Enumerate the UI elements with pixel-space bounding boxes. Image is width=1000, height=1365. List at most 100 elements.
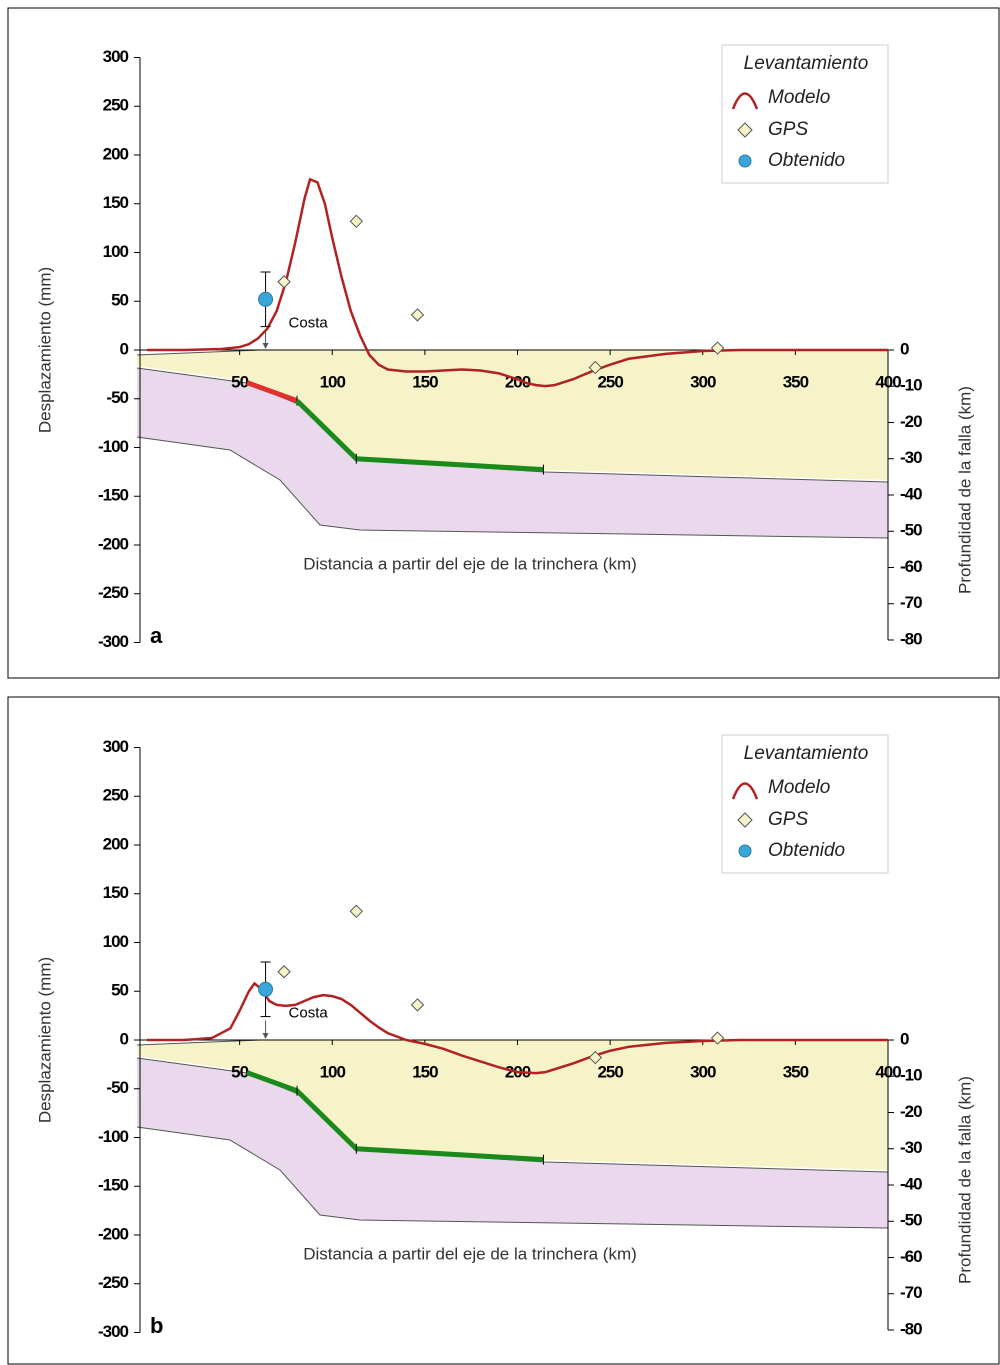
y2-tick-label: -10 (900, 1066, 922, 1085)
x-tick-label: 400 (875, 372, 901, 391)
y2-tick-label: -40 (900, 484, 922, 503)
upper-plate (137, 1040, 888, 1170)
slab-bottom (136, 1126, 889, 1229)
y-tick-label: -250 (98, 1273, 129, 1292)
fault-segment (246, 380, 298, 404)
coast-label: Costa (289, 314, 329, 331)
legend-title: Levantamiento (744, 743, 869, 764)
y2-tick-label: -80 (900, 1319, 922, 1338)
gps-point (349, 904, 364, 919)
slab-bottom (136, 436, 889, 539)
y2-tick-label: -60 (900, 557, 922, 576)
y-tick-label: -250 (98, 583, 129, 602)
coast-label: Costa (289, 1004, 329, 1021)
y2-tick-label: -40 (900, 1174, 922, 1193)
y-tick-label: 150 (103, 883, 129, 902)
y2-axis-label: Profundidad de la falla (km) (955, 1076, 974, 1284)
y-tick-label: 200 (103, 834, 129, 853)
panel: 300 250 200 150 100 50 0 -50 -100 -150 -20 0 -250 -30… (35, 734, 974, 1341)
legend-line (731, 782, 759, 800)
obtained-point (258, 981, 274, 997)
y-tick-label: 250 (103, 786, 129, 805)
coast-arrowhead (262, 1033, 269, 1039)
legend-label: GPS (768, 119, 808, 140)
upper-plate (137, 350, 888, 480)
x-tick-label: 300 (690, 372, 716, 391)
model-line (147, 177, 888, 388)
y2-tick-label: -20 (900, 1102, 922, 1121)
x-axis-label: Distancia a partir del eje de la trinche… (303, 554, 637, 573)
x-tick-label: 300 (690, 1062, 716, 1081)
y-tick-label: -150 (98, 1176, 129, 1195)
legend-diamond (737, 812, 753, 828)
gps-point (710, 341, 725, 355)
y-axis-label: Desplazamiento (mm) (35, 267, 54, 433)
y-tick-label: 100 (103, 932, 129, 951)
x-axis-label: Distancia a partir del eje de la trinche… (303, 1244, 637, 1263)
legend-box (721, 44, 889, 184)
x-tick-label: 150 (412, 372, 438, 391)
x-tick-label: 400 (875, 1062, 901, 1081)
legend-label: Obtenido (768, 150, 845, 171)
gps-point (410, 308, 425, 322)
gps-point (410, 998, 425, 1012)
obtained-point (258, 291, 274, 307)
y2-tick-label: -30 (900, 1138, 922, 1157)
legend-dot (738, 154, 752, 168)
legend-label: Modelo (768, 777, 830, 798)
y2-tick-label: -20 (900, 412, 922, 431)
x-tick-label: 100 (320, 372, 346, 391)
y2-tick-label: -30 (900, 448, 922, 467)
x-tick-label: 50 (231, 372, 248, 391)
gps-point (349, 214, 364, 229)
panel-letter: a (150, 623, 163, 648)
y-tick-label: 0 (120, 1029, 129, 1048)
x-tick-label: 100 (320, 1062, 346, 1081)
y-tick-label: 200 (103, 144, 129, 163)
gps-point (588, 360, 603, 375)
y2-axis-label: Profundidad de la falla (km) (955, 386, 974, 594)
gps-point (277, 275, 291, 289)
y-tick-label: -150 (98, 486, 129, 505)
legend-dot (738, 844, 752, 858)
y-tick-label: 0 (120, 339, 129, 358)
x-tick-label: 250 (597, 372, 623, 391)
y-tick-label: -300 (98, 1322, 129, 1341)
legend-label: GPS (768, 809, 808, 830)
y-tick-label: 50 (111, 291, 128, 310)
legend-diamond (737, 122, 753, 138)
y-tick-label: -50 (106, 1078, 128, 1097)
y2-tick-label: -70 (900, 1283, 922, 1302)
legend-title: Levantamiento (744, 53, 869, 74)
x-tick-label: 250 (597, 1062, 623, 1081)
slab (137, 368, 888, 538)
x-tick-label: 50 (231, 1062, 248, 1081)
y-tick-label: 150 (103, 193, 129, 212)
gps-point (588, 1050, 603, 1065)
y-tick-label: -300 (98, 632, 129, 651)
y-tick-label: 100 (103, 242, 129, 261)
legend-line (731, 92, 759, 110)
y-tick-label: 50 (111, 981, 128, 1000)
x-tick-label: 350 (783, 372, 809, 391)
x-tick-label: 350 (783, 1062, 809, 1081)
y-tick-label: -100 (98, 437, 129, 456)
y2-tick-label: 0 (900, 339, 909, 358)
y-axis-label: Desplazamiento (mm) (35, 957, 54, 1123)
y-tick-label: 300 (103, 737, 129, 756)
y-tick-label: -50 (106, 388, 128, 407)
y2-tick-label: -60 (900, 1247, 922, 1266)
y-tick-label: 300 (103, 47, 129, 66)
legend-label: Modelo (768, 87, 830, 108)
coast-arrowhead (262, 343, 269, 349)
y2-tick-label: -10 (900, 376, 922, 395)
y2-tick-label: 0 (900, 1029, 909, 1048)
gps-point (277, 965, 291, 979)
y2-tick-label: -70 (900, 593, 922, 612)
y-tick-label: -100 (98, 1127, 129, 1146)
gps-point (710, 1031, 725, 1045)
y-tick-label: 250 (103, 96, 129, 115)
y-tick-label: -200 (98, 534, 129, 553)
